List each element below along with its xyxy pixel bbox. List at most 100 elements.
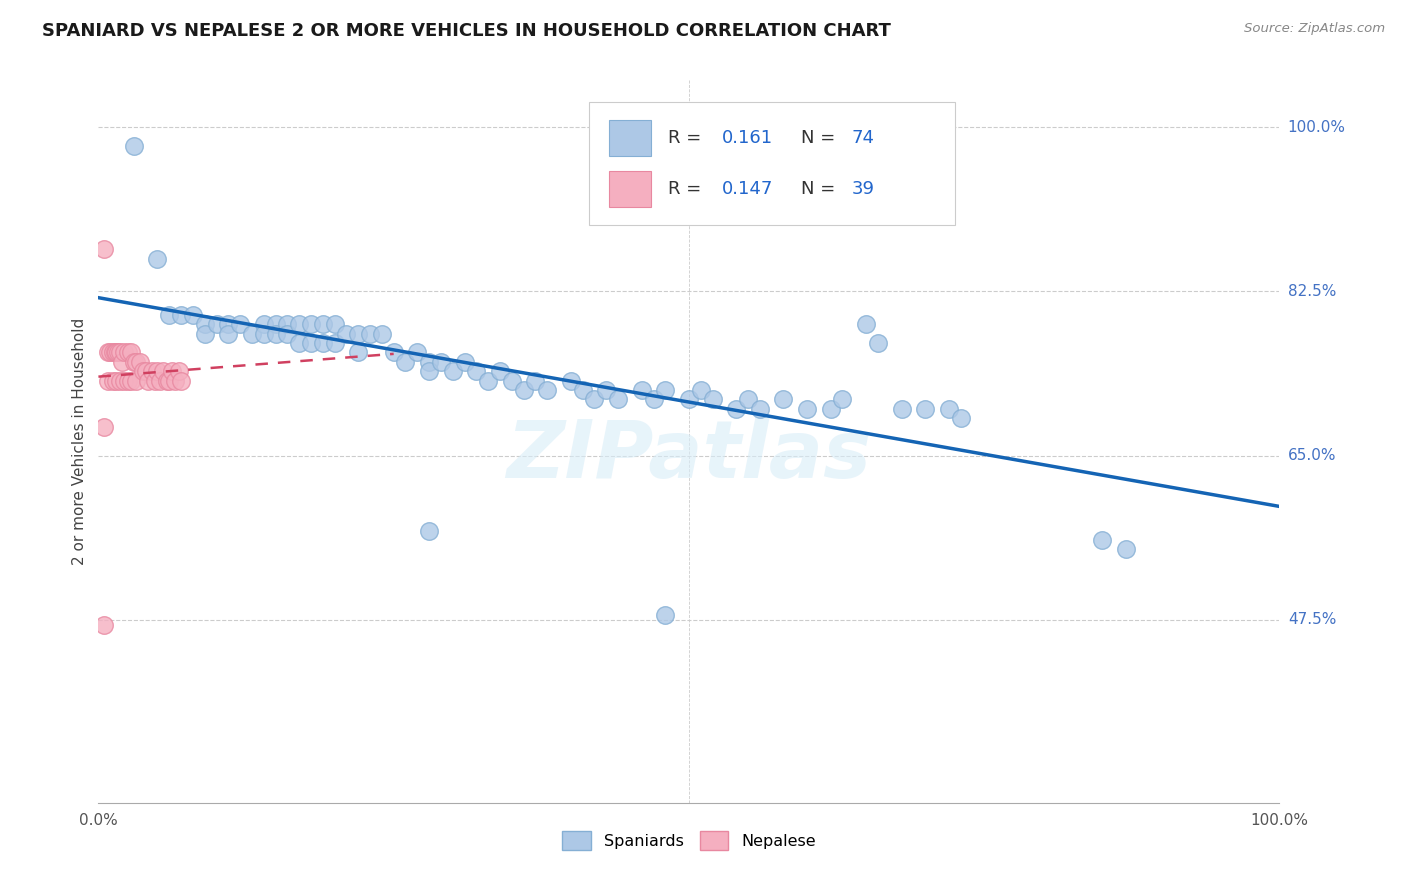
Point <box>240 326 263 341</box>
Point <box>253 326 276 341</box>
Point <box>748 401 770 416</box>
Point <box>418 524 440 538</box>
Text: 47.5%: 47.5% <box>1288 612 1336 627</box>
Point <box>122 139 145 153</box>
Point <box>678 392 700 407</box>
Point <box>229 318 252 332</box>
Point <box>149 374 172 388</box>
Point <box>914 401 936 416</box>
Text: 0.161: 0.161 <box>723 129 773 147</box>
Point <box>194 318 217 332</box>
Point <box>347 326 370 341</box>
Point <box>938 401 960 416</box>
Point <box>347 345 370 359</box>
Point <box>98 345 121 359</box>
Text: 0.147: 0.147 <box>723 179 773 198</box>
Text: 74: 74 <box>852 129 875 147</box>
Point <box>152 364 174 378</box>
Point <box>489 364 512 378</box>
Point <box>93 617 115 632</box>
Point <box>101 345 124 359</box>
Point <box>796 401 818 416</box>
Point <box>108 374 131 388</box>
Point <box>156 374 179 388</box>
FancyBboxPatch shape <box>589 102 955 225</box>
Point <box>181 308 204 322</box>
Text: 100.0%: 100.0% <box>1288 120 1346 135</box>
Point <box>335 326 357 341</box>
Point <box>101 374 124 388</box>
Point <box>299 336 322 351</box>
Point <box>630 383 652 397</box>
Point <box>170 374 193 388</box>
Point <box>143 374 166 388</box>
Text: N =: N = <box>801 179 841 198</box>
Point <box>112 374 135 388</box>
Point <box>276 326 298 341</box>
Point <box>146 252 169 266</box>
Text: N =: N = <box>801 129 841 147</box>
Y-axis label: 2 or more Vehicles in Household: 2 or more Vehicles in Household <box>72 318 87 566</box>
Point <box>406 345 429 359</box>
Point <box>264 318 287 332</box>
Point <box>394 355 416 369</box>
Point <box>165 374 187 388</box>
Point <box>382 345 405 359</box>
Point <box>205 318 228 332</box>
Point <box>264 326 287 341</box>
FancyBboxPatch shape <box>609 170 651 207</box>
Point <box>654 383 676 397</box>
Point <box>866 336 889 351</box>
Legend: Spaniards, Nepalese: Spaniards, Nepalese <box>555 825 823 856</box>
Point <box>105 374 128 388</box>
Point <box>112 345 135 359</box>
Point <box>312 318 335 332</box>
Point <box>125 374 148 388</box>
Point <box>855 318 877 332</box>
Point <box>299 318 322 332</box>
Point <box>890 401 912 416</box>
Point <box>453 355 475 369</box>
Point <box>737 392 759 407</box>
Point <box>97 345 120 359</box>
Text: 82.5%: 82.5% <box>1288 284 1336 299</box>
Point <box>323 336 346 351</box>
Point <box>418 364 440 378</box>
Point <box>276 318 298 332</box>
Point <box>288 318 311 332</box>
Point <box>117 345 139 359</box>
Point <box>607 392 630 407</box>
Point <box>107 345 129 359</box>
Text: 39: 39 <box>852 179 875 198</box>
Text: Source: ZipAtlas.com: Source: ZipAtlas.com <box>1244 22 1385 36</box>
Point <box>571 383 593 397</box>
Point <box>595 383 617 397</box>
Text: ZIPatlas: ZIPatlas <box>506 417 872 495</box>
Point <box>560 374 582 388</box>
Point <box>121 374 143 388</box>
Point <box>1091 533 1114 547</box>
Point <box>312 336 335 351</box>
Point <box>93 420 115 434</box>
Point <box>512 383 534 397</box>
Point <box>1115 542 1137 557</box>
Point <box>132 364 155 378</box>
Text: R =: R = <box>668 179 707 198</box>
Point <box>949 411 972 425</box>
Point <box>524 374 547 388</box>
Text: 65.0%: 65.0% <box>1288 448 1336 463</box>
Point <box>93 242 115 256</box>
Text: R =: R = <box>668 129 707 147</box>
Point <box>111 355 134 369</box>
Point <box>465 364 488 378</box>
Point <box>418 355 440 369</box>
Point <box>97 374 120 388</box>
Point <box>654 608 676 623</box>
Point <box>477 374 499 388</box>
Point <box>323 318 346 332</box>
Point <box>170 308 193 322</box>
Point <box>117 374 139 388</box>
Point <box>217 326 239 341</box>
Point <box>125 355 148 369</box>
Point <box>441 364 464 378</box>
